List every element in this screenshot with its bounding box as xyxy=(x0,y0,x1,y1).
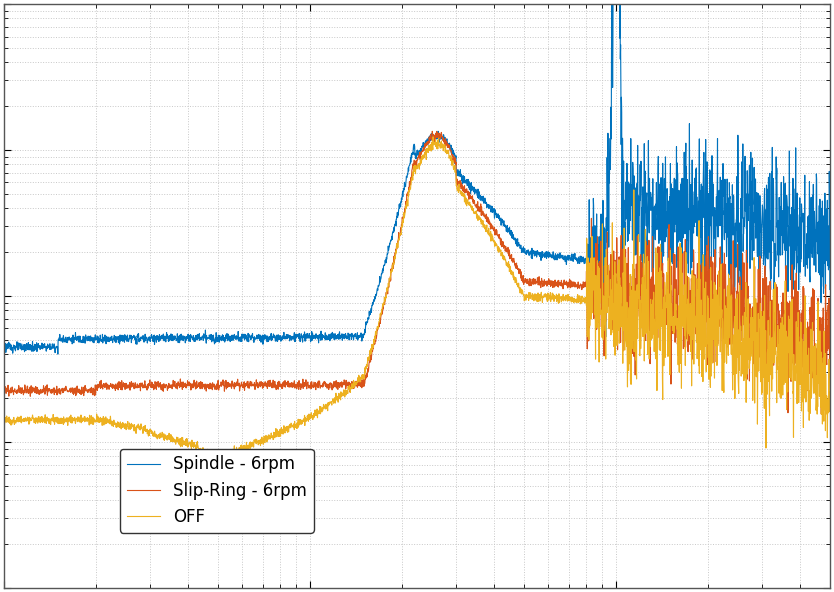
OFF xyxy=(721,335,731,342)
Spindle - 6rpm xyxy=(721,194,731,201)
Spindle - 6rpm xyxy=(93,336,103,343)
OFF xyxy=(809,388,819,395)
Spindle - 6rpm xyxy=(809,262,819,269)
Spindle - 6rpm xyxy=(352,333,362,340)
OFF xyxy=(825,392,834,400)
OFF xyxy=(428,133,438,140)
Spindle - 6rpm xyxy=(53,350,63,358)
OFF xyxy=(316,407,326,414)
Spindle - 6rpm xyxy=(0,346,9,353)
Spindle - 6rpm xyxy=(316,327,326,334)
Slip-Ring - 6rpm xyxy=(427,128,437,135)
Slip-Ring - 6rpm xyxy=(352,379,362,386)
OFF xyxy=(352,379,362,386)
Slip-Ring - 6rpm xyxy=(93,383,103,390)
Line: Spindle - 6rpm: Spindle - 6rpm xyxy=(4,0,830,354)
Slip-Ring - 6rpm xyxy=(0,388,9,395)
Slip-Ring - 6rpm xyxy=(143,384,153,391)
Spindle - 6rpm xyxy=(825,286,834,293)
OFF xyxy=(209,457,219,464)
Slip-Ring - 6rpm xyxy=(825,338,834,345)
Slip-Ring - 6rpm xyxy=(816,410,826,417)
OFF xyxy=(93,417,103,424)
OFF xyxy=(0,416,9,423)
Slip-Ring - 6rpm xyxy=(720,314,730,321)
Slip-Ring - 6rpm xyxy=(809,316,819,323)
Slip-Ring - 6rpm xyxy=(316,382,326,389)
Line: Slip-Ring - 6rpm: Slip-Ring - 6rpm xyxy=(4,131,830,414)
OFF xyxy=(143,430,153,437)
Line: OFF: OFF xyxy=(4,137,830,461)
Spindle - 6rpm xyxy=(143,336,153,343)
Legend: Spindle - 6rpm, Slip-Ring - 6rpm, OFF: Spindle - 6rpm, Slip-Ring - 6rpm, OFF xyxy=(120,449,314,533)
